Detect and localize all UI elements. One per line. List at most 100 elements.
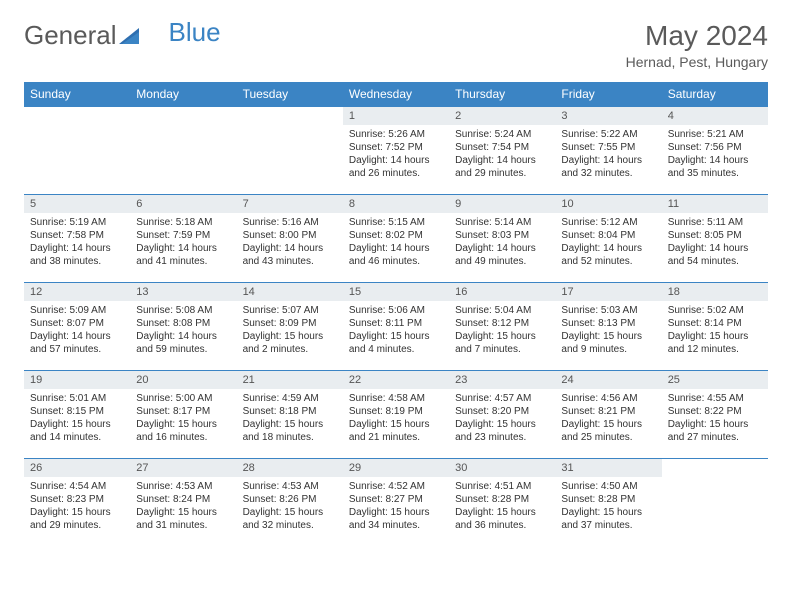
day-info: Sunrise: 4:56 AMSunset: 8:21 PMDaylight:… — [555, 389, 661, 450]
day-info: Sunrise: 5:01 AMSunset: 8:15 PMDaylight:… — [24, 389, 130, 450]
calendar-cell: 24Sunrise: 4:56 AMSunset: 8:21 PMDayligh… — [555, 371, 661, 459]
calendar-week: 26Sunrise: 4:54 AMSunset: 8:23 PMDayligh… — [24, 459, 768, 547]
day-info: Sunrise: 5:12 AMSunset: 8:04 PMDaylight:… — [555, 213, 661, 274]
day-number: 15 — [343, 283, 449, 301]
day-info: Sunrise: 5:16 AMSunset: 8:00 PMDaylight:… — [237, 213, 343, 274]
day-info: Sunrise: 5:14 AMSunset: 8:03 PMDaylight:… — [449, 213, 555, 274]
day-number: 28 — [237, 459, 343, 477]
calendar-cell: 22Sunrise: 4:58 AMSunset: 8:19 PMDayligh… — [343, 371, 449, 459]
calendar-cell: 31Sunrise: 4:50 AMSunset: 8:28 PMDayligh… — [555, 459, 661, 547]
calendar-cell: 11Sunrise: 5:11 AMSunset: 8:05 PMDayligh… — [662, 195, 768, 283]
logo-text-2: Blue — [169, 17, 221, 48]
day-number: 19 — [24, 371, 130, 389]
day-number: 6 — [130, 195, 236, 213]
day-info: Sunrise: 5:03 AMSunset: 8:13 PMDaylight:… — [555, 301, 661, 362]
calendar-cell: .. — [237, 107, 343, 195]
day-number: 14 — [237, 283, 343, 301]
day-info: Sunrise: 5:02 AMSunset: 8:14 PMDaylight:… — [662, 301, 768, 362]
day-info: Sunrise: 5:18 AMSunset: 7:59 PMDaylight:… — [130, 213, 236, 274]
day-info: Sunrise: 4:55 AMSunset: 8:22 PMDaylight:… — [662, 389, 768, 450]
day-number: 8 — [343, 195, 449, 213]
day-header: Monday — [130, 82, 236, 107]
logo: General Blue — [24, 20, 221, 51]
day-number: 16 — [449, 283, 555, 301]
day-number: 25 — [662, 371, 768, 389]
day-header: Wednesday — [343, 82, 449, 107]
day-number: 5 — [24, 195, 130, 213]
calendar-cell: 18Sunrise: 5:02 AMSunset: 8:14 PMDayligh… — [662, 283, 768, 371]
calendar-cell: .. — [24, 107, 130, 195]
day-header-row: SundayMondayTuesdayWednesdayThursdayFrid… — [24, 82, 768, 107]
calendar-week: 19Sunrise: 5:01 AMSunset: 8:15 PMDayligh… — [24, 371, 768, 459]
day-info: Sunrise: 5:06 AMSunset: 8:11 PMDaylight:… — [343, 301, 449, 362]
calendar-cell: .. — [662, 459, 768, 547]
calendar-cell: 2Sunrise: 5:24 AMSunset: 7:54 PMDaylight… — [449, 107, 555, 195]
calendar-cell: 30Sunrise: 4:51 AMSunset: 8:28 PMDayligh… — [449, 459, 555, 547]
calendar-cell: 25Sunrise: 4:55 AMSunset: 8:22 PMDayligh… — [662, 371, 768, 459]
day-number: 12 — [24, 283, 130, 301]
day-info: Sunrise: 4:54 AMSunset: 8:23 PMDaylight:… — [24, 477, 130, 538]
day-info: Sunrise: 4:52 AMSunset: 8:27 PMDaylight:… — [343, 477, 449, 538]
day-info: Sunrise: 5:22 AMSunset: 7:55 PMDaylight:… — [555, 125, 661, 186]
calendar-cell: 27Sunrise: 4:53 AMSunset: 8:24 PMDayligh… — [130, 459, 236, 547]
calendar-cell: 14Sunrise: 5:07 AMSunset: 8:09 PMDayligh… — [237, 283, 343, 371]
day-number: 7 — [237, 195, 343, 213]
title-block: May 2024 Hernad, Pest, Hungary — [626, 20, 768, 70]
day-number: 20 — [130, 371, 236, 389]
day-number: 2 — [449, 107, 555, 125]
day-info: Sunrise: 4:53 AMSunset: 8:24 PMDaylight:… — [130, 477, 236, 538]
day-info: Sunrise: 5:21 AMSunset: 7:56 PMDaylight:… — [662, 125, 768, 186]
calendar-cell: 7Sunrise: 5:16 AMSunset: 8:00 PMDaylight… — [237, 195, 343, 283]
calendar-cell: 3Sunrise: 5:22 AMSunset: 7:55 PMDaylight… — [555, 107, 661, 195]
calendar-cell: 17Sunrise: 5:03 AMSunset: 8:13 PMDayligh… — [555, 283, 661, 371]
day-header: Sunday — [24, 82, 130, 107]
calendar-cell: 29Sunrise: 4:52 AMSunset: 8:27 PMDayligh… — [343, 459, 449, 547]
page-title: May 2024 — [626, 20, 768, 52]
day-header: Saturday — [662, 82, 768, 107]
day-number: 4 — [662, 107, 768, 125]
day-info: Sunrise: 5:00 AMSunset: 8:17 PMDaylight:… — [130, 389, 236, 450]
calendar-cell: 26Sunrise: 4:54 AMSunset: 8:23 PMDayligh… — [24, 459, 130, 547]
day-number: 17 — [555, 283, 661, 301]
day-info: Sunrise: 5:19 AMSunset: 7:58 PMDaylight:… — [24, 213, 130, 274]
day-info: Sunrise: 4:50 AMSunset: 8:28 PMDaylight:… — [555, 477, 661, 538]
day-number: 26 — [24, 459, 130, 477]
calendar-week: 5Sunrise: 5:19 AMSunset: 7:58 PMDaylight… — [24, 195, 768, 283]
calendar-cell: 23Sunrise: 4:57 AMSunset: 8:20 PMDayligh… — [449, 371, 555, 459]
calendar-table: SundayMondayTuesdayWednesdayThursdayFrid… — [24, 82, 768, 547]
calendar-cell: 8Sunrise: 5:15 AMSunset: 8:02 PMDaylight… — [343, 195, 449, 283]
logo-text-1: General — [24, 20, 117, 51]
day-info: Sunrise: 5:11 AMSunset: 8:05 PMDaylight:… — [662, 213, 768, 274]
day-number: 21 — [237, 371, 343, 389]
day-number: 31 — [555, 459, 661, 477]
calendar-cell: 12Sunrise: 5:09 AMSunset: 8:07 PMDayligh… — [24, 283, 130, 371]
day-number: 10 — [555, 195, 661, 213]
day-header: Friday — [555, 82, 661, 107]
day-number: 11 — [662, 195, 768, 213]
day-header: Thursday — [449, 82, 555, 107]
calendar-cell: 10Sunrise: 5:12 AMSunset: 8:04 PMDayligh… — [555, 195, 661, 283]
day-number: 29 — [343, 459, 449, 477]
day-info: Sunrise: 4:59 AMSunset: 8:18 PMDaylight:… — [237, 389, 343, 450]
day-info: Sunrise: 4:57 AMSunset: 8:20 PMDaylight:… — [449, 389, 555, 450]
day-info: Sunrise: 4:53 AMSunset: 8:26 PMDaylight:… — [237, 477, 343, 538]
day-number: 9 — [449, 195, 555, 213]
day-number: 30 — [449, 459, 555, 477]
day-info: Sunrise: 5:24 AMSunset: 7:54 PMDaylight:… — [449, 125, 555, 186]
calendar-cell: 9Sunrise: 5:14 AMSunset: 8:03 PMDaylight… — [449, 195, 555, 283]
day-info: Sunrise: 5:26 AMSunset: 7:52 PMDaylight:… — [343, 125, 449, 186]
day-info: Sunrise: 4:51 AMSunset: 8:28 PMDaylight:… — [449, 477, 555, 538]
calendar-cell: 28Sunrise: 4:53 AMSunset: 8:26 PMDayligh… — [237, 459, 343, 547]
day-info: Sunrise: 5:15 AMSunset: 8:02 PMDaylight:… — [343, 213, 449, 274]
header: General Blue May 2024 Hernad, Pest, Hung… — [24, 20, 768, 70]
day-number: 22 — [343, 371, 449, 389]
location: Hernad, Pest, Hungary — [626, 54, 768, 70]
day-number: 18 — [662, 283, 768, 301]
day-number: 3 — [555, 107, 661, 125]
calendar-cell: .. — [130, 107, 236, 195]
calendar-week: ......1Sunrise: 5:26 AMSunset: 7:52 PMDa… — [24, 107, 768, 195]
day-number: 13 — [130, 283, 236, 301]
calendar-cell: 4Sunrise: 5:21 AMSunset: 7:56 PMDaylight… — [662, 107, 768, 195]
day-number: 27 — [130, 459, 236, 477]
day-number: 23 — [449, 371, 555, 389]
